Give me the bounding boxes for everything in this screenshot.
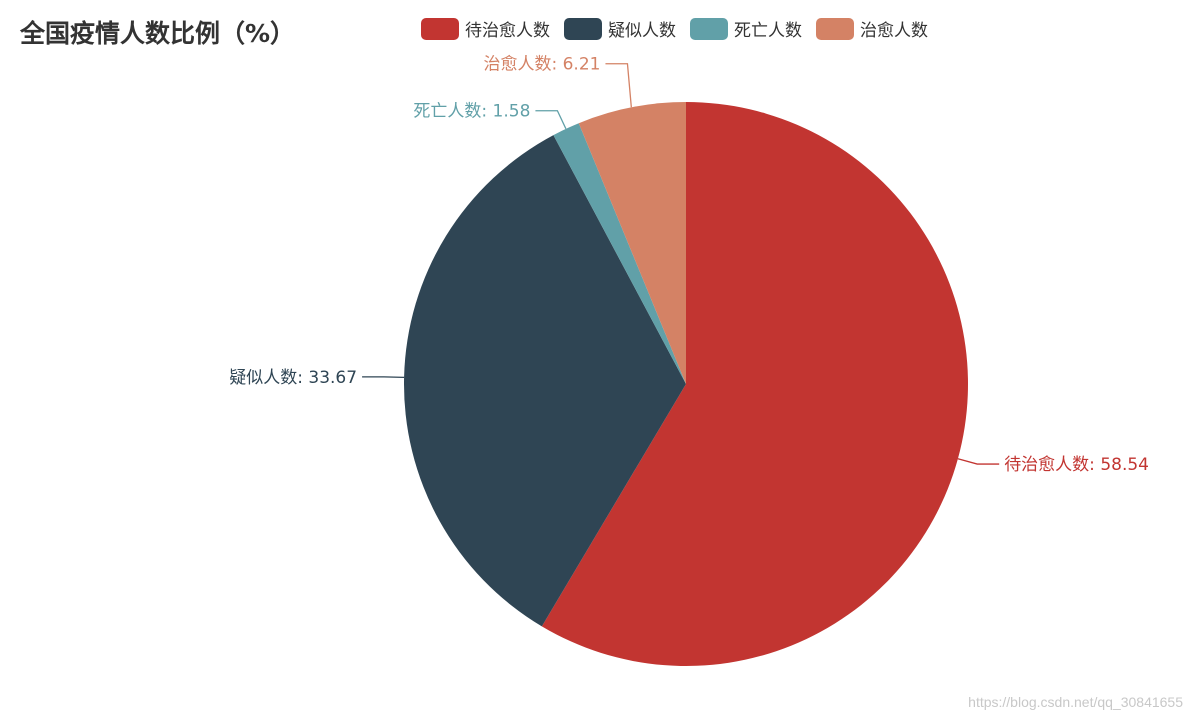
watermark: https://blog.csdn.net/qq_30841655 (968, 694, 1183, 710)
legend-label: 疑似人数 (608, 21, 676, 41)
slice-label-pending-cure: 待治愈人数: 58.54 (1004, 455, 1149, 475)
legend-label: 待治愈人数 (465, 21, 550, 41)
legend-item-suspected[interactable]: 疑似人数 (564, 16, 676, 41)
legend-label: 死亡人数 (734, 21, 802, 41)
slice-label-deaths: 死亡人数: 1.58 (413, 102, 530, 122)
legend-swatch (816, 17, 854, 40)
pie-slice-cured[interactable] (578, 102, 686, 384)
pie-slice-pending-cure[interactable] (541, 102, 968, 666)
legend-item-pending-cure[interactable]: 待治愈人数 (421, 16, 550, 41)
legend-label: 治愈人数 (860, 21, 928, 41)
slice-label-cured: 治愈人数: 6.21 (483, 55, 600, 75)
leader-line-deaths (535, 110, 567, 130)
legend-item-deaths[interactable]: 死亡人数 (690, 16, 802, 41)
legend-swatch (421, 17, 459, 40)
legend-item-cured[interactable]: 治愈人数 (816, 16, 928, 41)
legend-swatch (690, 17, 728, 40)
leader-line-cured (605, 63, 632, 108)
pie-slice-suspected[interactable] (404, 135, 686, 627)
leader-line-pending-cure (957, 458, 1000, 465)
chart-title: 全国疫情人数比例（%） (20, 19, 296, 48)
legend-swatch (564, 17, 602, 40)
pie-slice-deaths[interactable] (553, 123, 686, 385)
slice-label-suspected: 疑似人数: 33.67 (229, 368, 357, 388)
chart-legend: 待治愈人数 疑似人数 死亡人数 治愈人数 (421, 16, 942, 41)
